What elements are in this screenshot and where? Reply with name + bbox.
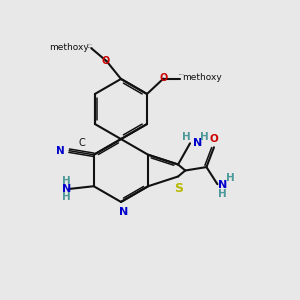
Text: methoxy: methoxy	[182, 74, 222, 82]
Text: N: N	[56, 146, 64, 156]
Text: O: O	[159, 73, 167, 83]
Text: H: H	[218, 189, 227, 200]
Text: N: N	[62, 184, 71, 194]
Text: H: H	[226, 173, 235, 183]
Text: H: H	[62, 193, 71, 202]
Text: N: N	[218, 180, 227, 190]
Text: methoxy: methoxy	[178, 74, 184, 75]
Text: O: O	[210, 134, 218, 144]
Text: H: H	[182, 132, 190, 142]
Text: N: N	[119, 207, 128, 218]
Text: methoxy: methoxy	[86, 44, 93, 45]
Text: H: H	[62, 176, 71, 186]
Text: N: N	[193, 138, 202, 148]
Text: S: S	[174, 182, 183, 195]
Text: methoxy: methoxy	[49, 43, 88, 52]
Text: C: C	[79, 138, 86, 148]
Text: O: O	[102, 56, 110, 66]
Text: H: H	[200, 132, 209, 142]
Text: methoxy: methoxy	[88, 46, 94, 47]
